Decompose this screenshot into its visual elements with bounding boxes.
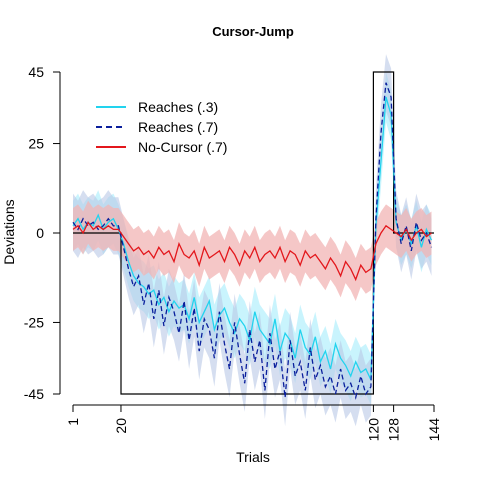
- y-tick-label: 45: [28, 64, 44, 80]
- x-tick-label: 1: [65, 418, 81, 426]
- y-tick-label: -45: [24, 386, 44, 402]
- y-axis-label: Deviations: [1, 199, 17, 264]
- x-axis-label: Trials: [236, 449, 270, 465]
- y-tick-label: 0: [36, 225, 44, 241]
- legend-label-reaches-03: Reaches (.3): [138, 99, 218, 115]
- x-tick-label: 20: [113, 418, 129, 434]
- x-tick-label: 144: [426, 418, 442, 442]
- x-tick-label: 120: [365, 418, 381, 442]
- y-tick-label: -25: [24, 314, 44, 330]
- x-tick-label: 128: [386, 418, 402, 442]
- legend: Reaches (.3) Reaches (.7) No-Cursor (.7): [96, 99, 227, 155]
- legend-label-reaches-07: Reaches (.7): [138, 119, 218, 135]
- chart-title: Cursor-Jump: [212, 24, 294, 39]
- legend-label-no-cursor-07: No-Cursor (.7): [138, 139, 227, 155]
- y-tick-label: 25: [28, 136, 44, 152]
